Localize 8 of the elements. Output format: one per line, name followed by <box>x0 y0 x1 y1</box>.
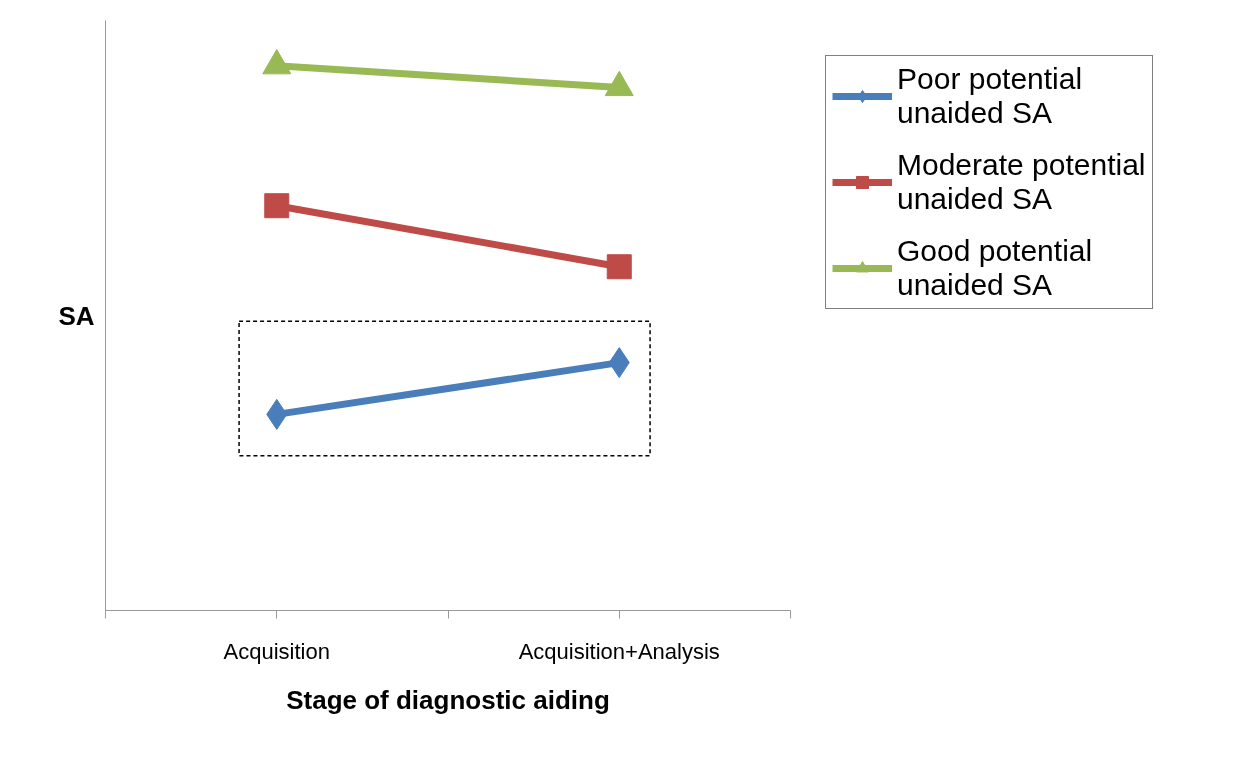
point <box>606 254 632 280</box>
y-axis-title: SA <box>58 300 95 331</box>
legend-label: Good potential unaided SA <box>897 234 1093 302</box>
x-tick-label: Acquisition <box>223 638 330 664</box>
legend-label: Poor potential unaided SA <box>897 62 1083 130</box>
legend-label: Moderate potential unaided SA <box>897 148 1146 216</box>
x-tick-label: Acquisition+Analysis <box>518 638 720 664</box>
x-axis-title: Stage of diagnostic aiding <box>286 684 610 715</box>
